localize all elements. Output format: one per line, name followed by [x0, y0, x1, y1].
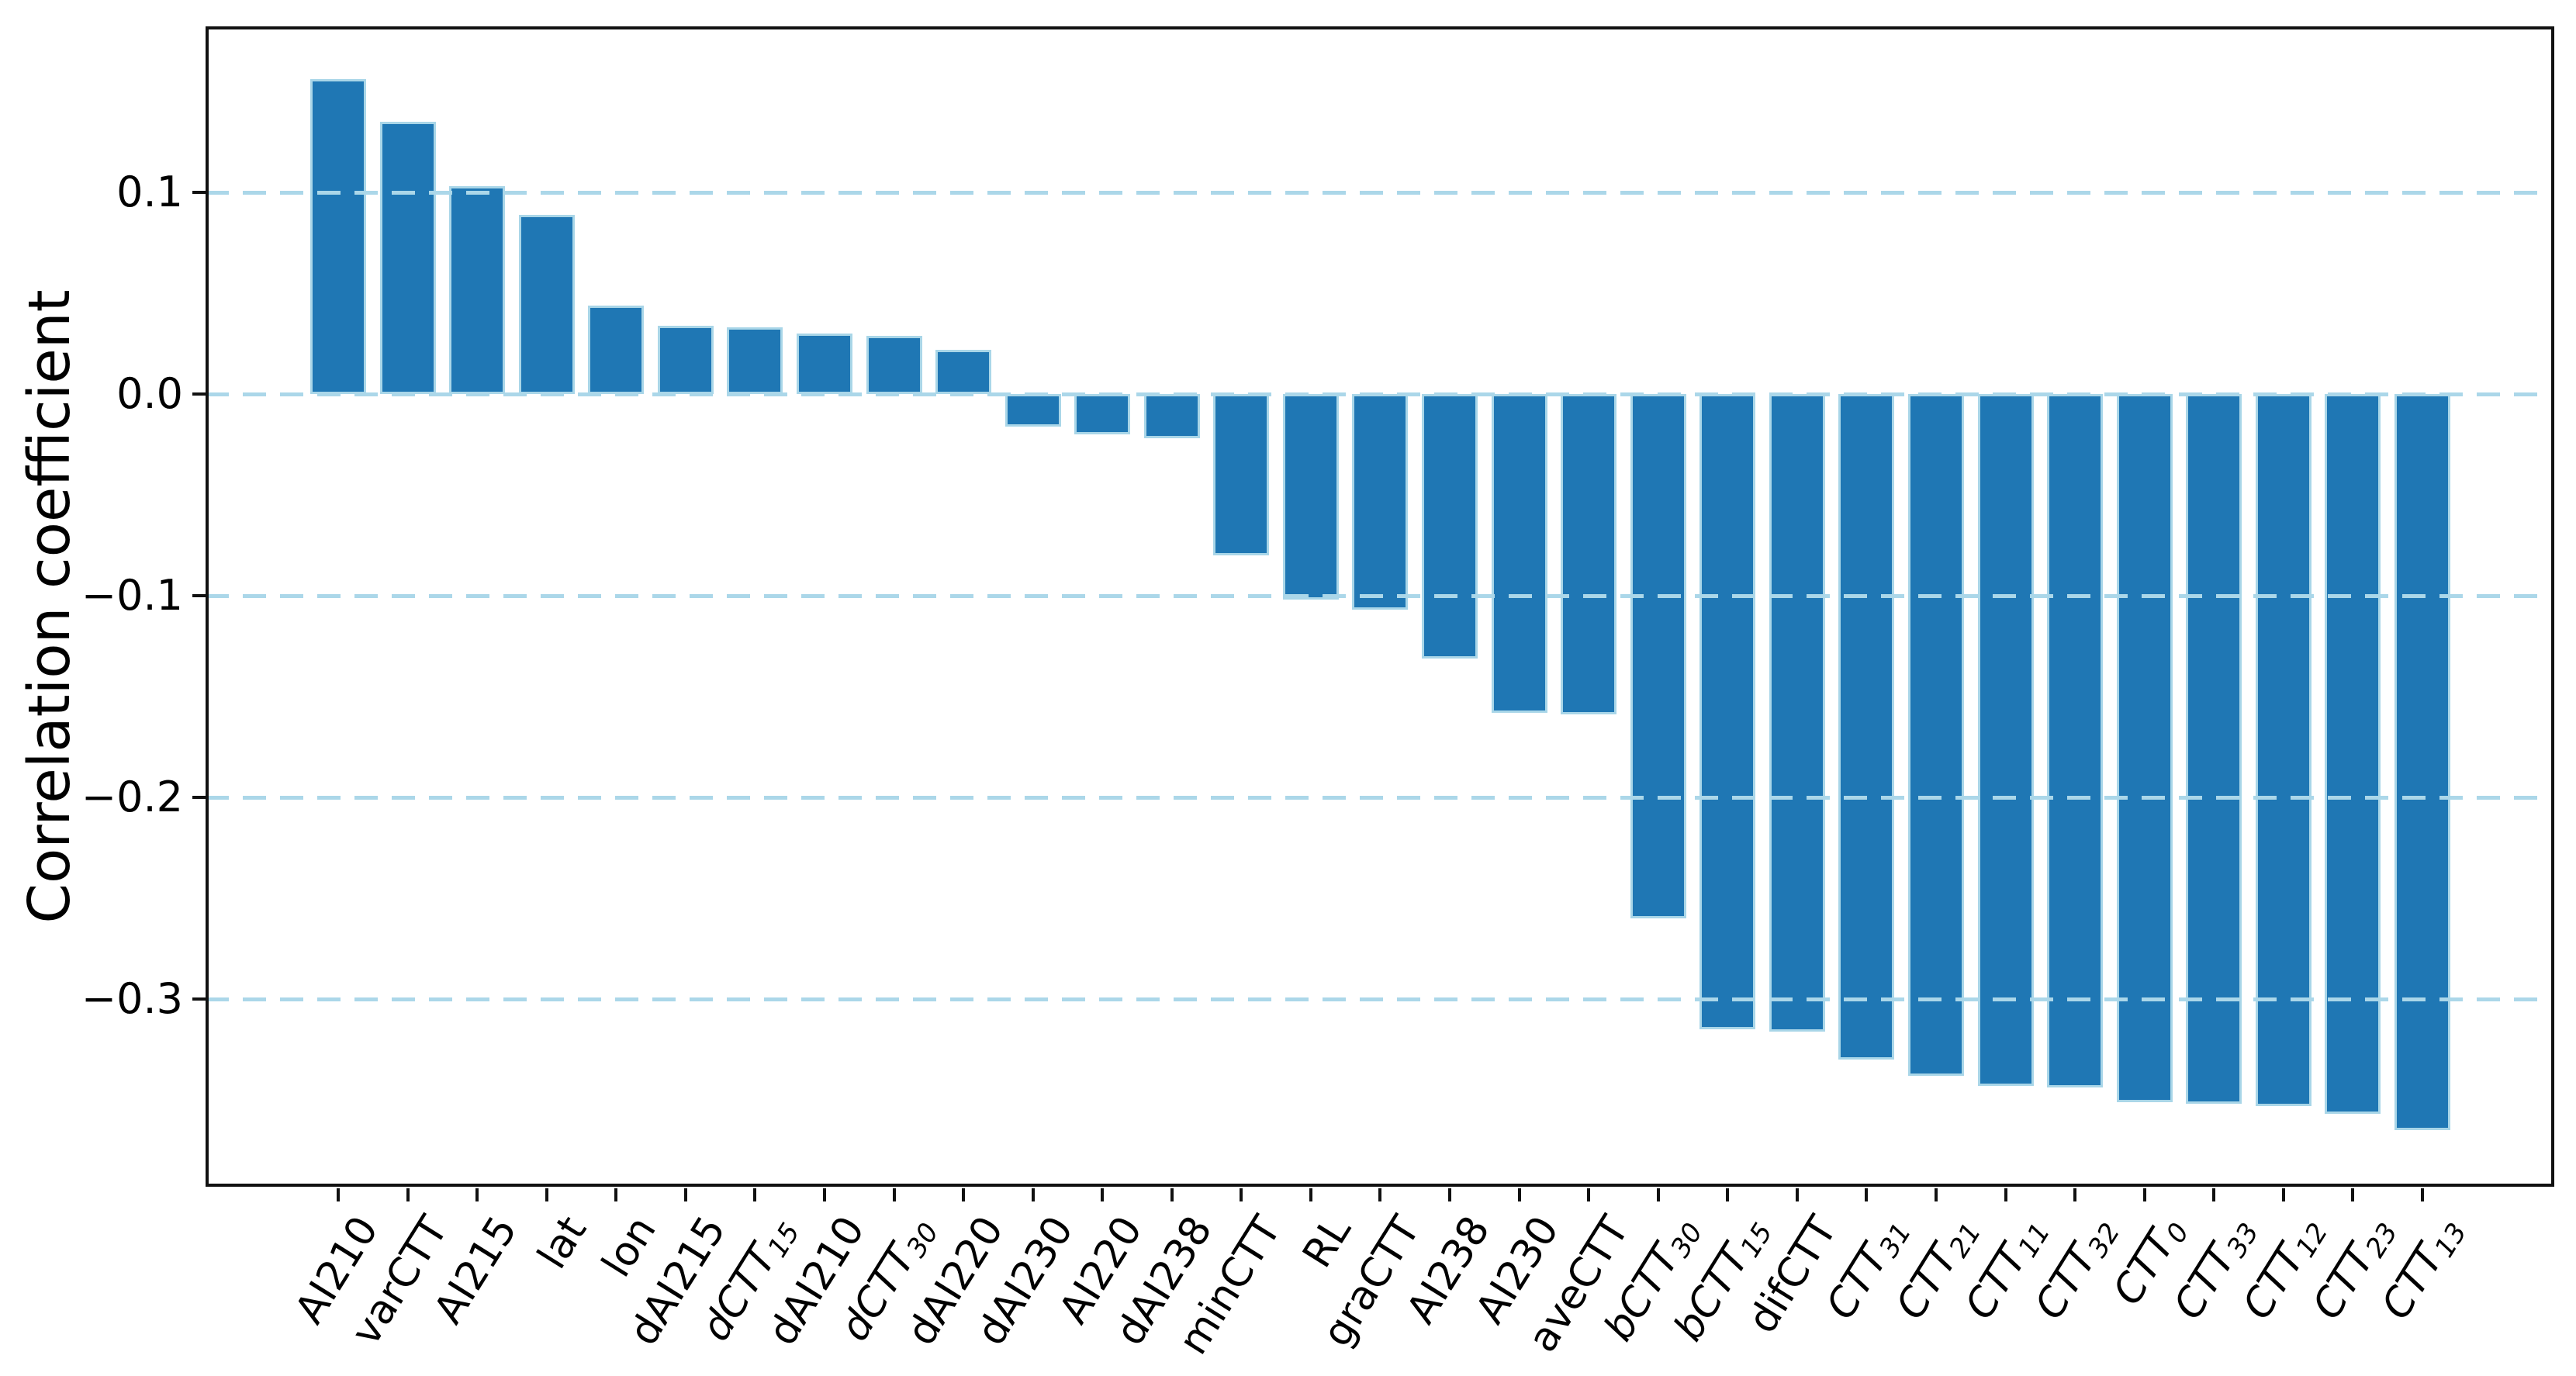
- bar-dAI210: [796, 334, 852, 394]
- x-tick-label-text: RL: [1294, 1208, 1361, 1276]
- x-tick-varCTT: [406, 1188, 410, 1201]
- bar-lon: [588, 305, 645, 394]
- x-tick-CTT32: [2073, 1188, 2077, 1201]
- x-tick-dAI210: [822, 1188, 826, 1201]
- x-tick-CTT0: [2142, 1188, 2146, 1201]
- x-tick-aveCTT: [1587, 1188, 1591, 1201]
- x-tick-CTT11: [2004, 1188, 2007, 1201]
- x-tick-lon: [614, 1188, 618, 1201]
- plot-area: [206, 26, 2554, 1187]
- x-tick-AI238: [1448, 1188, 1452, 1201]
- bar-graCTT: [1352, 394, 1409, 610]
- bar-lat: [518, 214, 575, 394]
- x-tick-dCTT30: [892, 1188, 896, 1201]
- x-tick-AI220: [1101, 1188, 1105, 1201]
- y-tick-label-−0.3: −0.3: [81, 974, 183, 1023]
- bar-difCTT: [1769, 394, 1825, 1032]
- x-tick-RL: [1309, 1188, 1312, 1201]
- gridline-0.1: [206, 190, 2554, 195]
- bar-AI238: [1422, 394, 1478, 659]
- x-tick-difCTT: [1795, 1188, 1799, 1201]
- bar-CTT31: [1838, 394, 1895, 1060]
- gridline-−0.1: [206, 593, 2554, 598]
- bar-AI210: [310, 79, 366, 394]
- bar-CTT21: [1908, 394, 1965, 1076]
- x-tick-bCTT30: [1656, 1188, 1660, 1201]
- x-tick-CTT31: [1865, 1188, 1869, 1201]
- y-tick-label-0.0: 0.0: [116, 369, 183, 418]
- bar-dAI230: [1004, 394, 1061, 427]
- y-tick-label-−0.1: −0.1: [81, 571, 183, 620]
- bar-CTT11: [1977, 394, 2034, 1086]
- y-tick-−0.2: [192, 796, 206, 799]
- x-tick-dAI215: [683, 1188, 687, 1201]
- x-tick-AI210: [337, 1188, 340, 1201]
- x-tick-dAI238: [1170, 1188, 1174, 1201]
- x-tick-CTT33: [2212, 1188, 2216, 1201]
- bar-CTT13: [2394, 394, 2450, 1130]
- x-tick-dCTT15: [753, 1188, 757, 1201]
- y-tick-label-−0.2: −0.2: [81, 773, 183, 821]
- x-tick-lat: [545, 1188, 548, 1201]
- x-tick-CTT13: [2420, 1188, 2424, 1201]
- x-tick-graCTT: [1378, 1188, 1382, 1201]
- bar-AI220: [1074, 394, 1131, 434]
- x-tick-CTT21: [1935, 1188, 1938, 1201]
- bar-bCTT30: [1630, 394, 1686, 918]
- bar-bCTT15: [1699, 394, 1756, 1029]
- x-tick-AI215: [475, 1188, 479, 1201]
- bar-CTT0: [2116, 394, 2173, 1102]
- bar-AI230: [1491, 394, 1547, 713]
- bar-RL: [1282, 394, 1339, 600]
- y-tick-0.0: [192, 392, 206, 396]
- bar-AI215: [449, 186, 506, 394]
- bar-CTT32: [2047, 394, 2104, 1088]
- x-tick-AI230: [1517, 1188, 1521, 1201]
- x-tick-minCTT: [1240, 1188, 1243, 1201]
- x-tick-bCTT15: [1726, 1188, 1730, 1201]
- bar-CTT12: [2255, 394, 2311, 1106]
- gridline-0.0: [206, 392, 2554, 396]
- bar-aveCTT: [1561, 394, 1617, 715]
- x-tick-dAI230: [1031, 1188, 1035, 1201]
- bar-dCTT30: [866, 335, 922, 394]
- bar-CTT33: [2186, 394, 2242, 1105]
- bar-dAI238: [1143, 394, 1200, 439]
- bar-minCTT: [1213, 394, 1270, 555]
- y-tick-−0.1: [192, 594, 206, 597]
- x-tick-label-lat: lat: [528, 1208, 596, 1277]
- gridline-−0.3: [206, 997, 2554, 1001]
- gridline-−0.2: [206, 795, 2554, 800]
- bar-dAI215: [657, 325, 714, 394]
- y-tick-label-0.1: 0.1: [116, 168, 183, 216]
- x-tick-CTT23: [2351, 1188, 2355, 1201]
- y-tick-−0.3: [192, 997, 206, 1001]
- x-tick-CTT12: [2281, 1188, 2285, 1201]
- x-tick-label-lon: lon: [593, 1208, 666, 1285]
- x-tick-label-text: lat: [528, 1208, 596, 1277]
- bar-CTT23: [2325, 394, 2381, 1115]
- y-tick-0.1: [192, 191, 206, 194]
- x-tick-dAI220: [962, 1188, 966, 1201]
- x-tick-label-RL: RL: [1294, 1208, 1361, 1276]
- bar-varCTT: [379, 122, 436, 394]
- bar-dAI220: [935, 349, 992, 394]
- bar-dCTT15: [727, 327, 783, 394]
